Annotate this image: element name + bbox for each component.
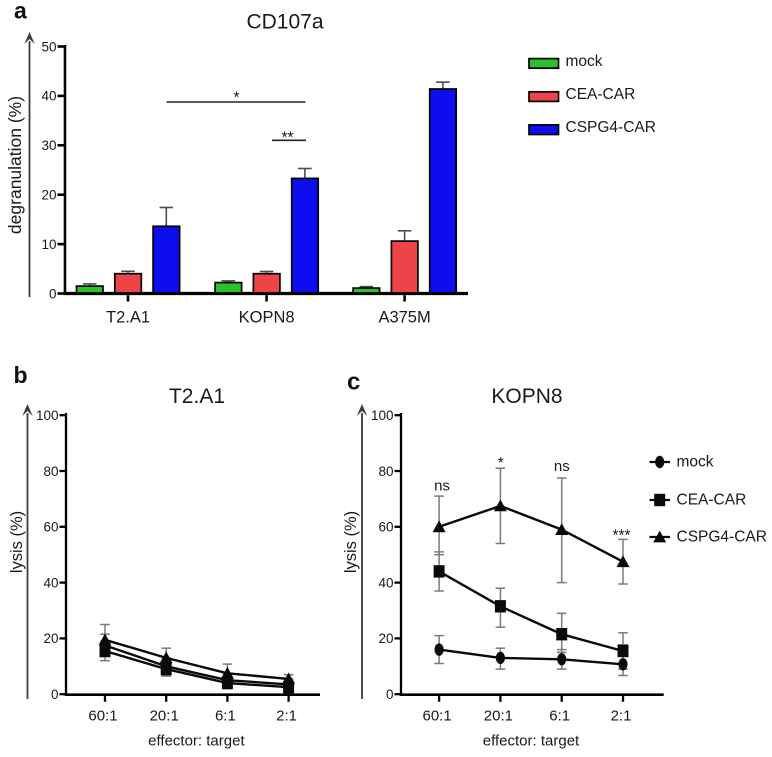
svg-text:2:1: 2:1 bbox=[276, 708, 297, 725]
svg-text:a: a bbox=[14, 0, 27, 24]
svg-text:CEA-CAR: CEA-CAR bbox=[677, 492, 747, 509]
svg-text:20: 20 bbox=[43, 631, 58, 646]
svg-text:80: 80 bbox=[43, 464, 58, 479]
svg-text:lysis (%): lysis (%) bbox=[8, 511, 26, 573]
svg-text:20:1: 20:1 bbox=[484, 708, 513, 725]
svg-text:lysis (%): lysis (%) bbox=[342, 511, 360, 573]
svg-text:6:1: 6:1 bbox=[549, 708, 570, 725]
svg-text:**: ** bbox=[281, 130, 293, 147]
svg-text:effector: target: effector: target bbox=[148, 733, 245, 750]
svg-text:T2.A1: T2.A1 bbox=[169, 385, 225, 408]
svg-text:***: *** bbox=[612, 528, 630, 545]
svg-text:effector: target: effector: target bbox=[483, 733, 580, 750]
svg-text:T2.A1: T2.A1 bbox=[106, 309, 150, 327]
svg-text:A375M: A375M bbox=[378, 309, 430, 327]
svg-text:6:1: 6:1 bbox=[215, 708, 236, 725]
svg-text:ns: ns bbox=[434, 478, 450, 495]
svg-text:60:1: 60:1 bbox=[422, 708, 451, 725]
svg-text:80: 80 bbox=[378, 464, 393, 479]
svg-text:CD107a: CD107a bbox=[246, 11, 323, 34]
svg-text:100: 100 bbox=[371, 408, 394, 423]
svg-text:mock: mock bbox=[677, 454, 714, 471]
svg-text:40: 40 bbox=[378, 575, 393, 590]
svg-text:60: 60 bbox=[378, 520, 393, 535]
svg-text:degranulation (%): degranulation (%) bbox=[5, 96, 25, 234]
svg-text:40: 40 bbox=[43, 575, 58, 590]
svg-text:100: 100 bbox=[36, 408, 59, 423]
svg-text:ns: ns bbox=[554, 458, 570, 475]
svg-text:KOPN8: KOPN8 bbox=[491, 385, 562, 408]
svg-text:60: 60 bbox=[43, 520, 58, 535]
svg-text:c: c bbox=[347, 369, 360, 396]
svg-text:CSPG4-CAR: CSPG4-CAR bbox=[566, 119, 656, 136]
svg-text:0: 0 bbox=[386, 687, 394, 702]
svg-text:0: 0 bbox=[51, 687, 59, 702]
svg-text:mock: mock bbox=[566, 53, 603, 70]
svg-text:20: 20 bbox=[378, 631, 393, 646]
svg-text:KOPN8: KOPN8 bbox=[239, 309, 295, 327]
svg-text:2:1: 2:1 bbox=[611, 708, 632, 725]
svg-text:*: * bbox=[498, 455, 504, 472]
svg-text:10: 10 bbox=[41, 237, 56, 252]
svg-text:30: 30 bbox=[41, 138, 56, 153]
svg-text:b: b bbox=[14, 362, 28, 388]
svg-text:40: 40 bbox=[41, 89, 56, 104]
svg-text:20: 20 bbox=[41, 188, 56, 203]
svg-text:20:1: 20:1 bbox=[150, 708, 179, 725]
svg-text:CSPG4-CAR: CSPG4-CAR bbox=[677, 529, 767, 546]
svg-text:0: 0 bbox=[49, 286, 57, 301]
svg-text:CEA-CAR: CEA-CAR bbox=[566, 86, 636, 103]
svg-text:60:1: 60:1 bbox=[88, 708, 117, 725]
svg-text:50: 50 bbox=[41, 39, 56, 54]
svg-text:*: * bbox=[233, 90, 239, 107]
